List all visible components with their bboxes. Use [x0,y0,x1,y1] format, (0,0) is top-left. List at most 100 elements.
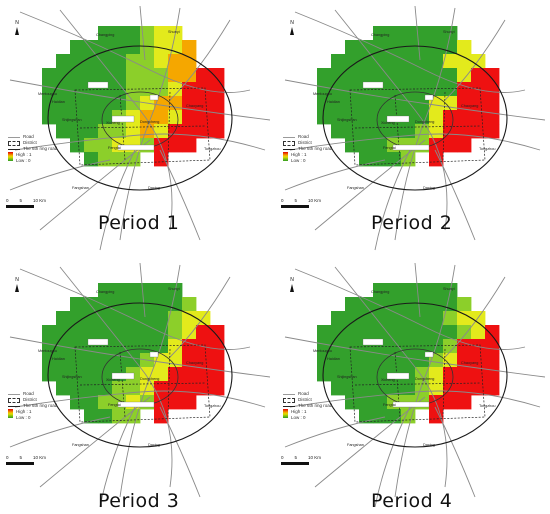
grid-cell [182,54,197,69]
grid-cell [387,26,402,41]
grid-cell [140,311,155,326]
road-line [139,5,146,61]
grid-cell [443,325,458,340]
grid-cell [126,152,141,167]
grid-cell [168,325,183,340]
grid-cell [415,26,430,41]
grid-cell [70,124,85,139]
grid-cell [140,68,155,83]
place-label: Fengtai [108,146,121,150]
grid-cell [56,110,71,125]
label-box [149,351,159,358]
grid-cell [345,68,360,83]
legend-high-label: High : 1 [16,409,32,414]
district-boundary [74,344,211,423]
place-label: Tongzhou [479,147,496,151]
grid-cell [112,68,127,83]
scale-bar-graphic [281,205,309,208]
grid-cell [84,381,99,396]
grid-cell [196,68,211,83]
grid-cell [457,54,472,69]
grid-cell [401,409,416,424]
scale-label: 0 [281,198,284,203]
grid-cell [443,367,458,382]
grid-cell [415,325,430,340]
scale-bar: 0 5 10 Km [6,198,46,208]
legend-row: Road [283,391,332,397]
place-label: Mentougou [313,92,332,96]
grid-cell [70,395,85,410]
grid-cell [168,110,183,125]
grid-cell [154,367,169,382]
scale-label: 10 Km [307,198,321,203]
grid-cell [70,367,85,382]
grid-cell [485,82,500,97]
road-line [9,336,271,378]
grid-cell [415,40,430,55]
place-label: Fangshan [347,186,364,190]
scale-label: 10 Km [32,198,46,203]
grid-cell [373,110,388,125]
grid-cell [373,54,388,69]
north-label: N [290,20,294,26]
grid-cell [98,40,113,55]
grid-cell [373,26,388,41]
place-label: Chaoyang [186,361,204,365]
legend-row: District [283,140,332,146]
north-arrow-icon [15,284,19,292]
place-label: Haidian [327,100,340,104]
district-boundary [74,87,211,166]
grid-cell [471,325,486,340]
place-label: Fangshan [347,443,364,447]
grid-cell [84,353,99,368]
place-label: Shijingshan [62,375,82,379]
grid-cell [415,54,430,69]
grid-cell [317,325,332,340]
grid-cell [42,110,57,125]
grid-cell [98,409,113,424]
grid-cell [485,124,500,139]
grid-cell [359,124,374,139]
place-label: Changping [96,290,115,294]
grid-cell [56,124,71,139]
heat-grid [42,283,225,424]
grid-cell [210,82,225,97]
legend-low-label: Low : 0 [291,158,306,163]
road-line [444,19,506,101]
north-label: N [15,277,19,283]
legend-label: Road [23,134,34,139]
grid-cell [331,381,346,396]
grid-cell [84,325,99,340]
legend-label: The 6th ring road [298,146,333,151]
place-label: Shijingshan [337,118,357,122]
grid-cell [429,54,444,69]
grid-cell [112,339,127,354]
grid-cell [317,339,332,354]
grid-cell [401,124,416,139]
legend-symbol [283,140,295,146]
grid-cell [345,381,360,396]
grid-cell [359,96,374,111]
road-line [139,262,146,318]
grid-cell [373,40,388,55]
legend-ramp-row: High : 1 Low : 0 [8,409,57,421]
grid-cell [70,339,85,354]
grid-cell [359,311,374,326]
legend-symbol [8,147,20,152]
grid-cell [56,367,71,382]
grid-cell [196,124,211,139]
grid-cell [359,381,374,396]
place-label: Fengtai [383,403,396,407]
label-box [87,81,109,89]
grid-cell [317,110,332,125]
place-label: Daxing [423,443,435,447]
grid-cell [485,325,500,340]
grid-cell [471,353,486,368]
grid-cell [98,311,113,326]
grid-cell [70,82,85,97]
road-line [434,406,476,498]
legend-symbol [8,397,20,403]
grid-cell [373,395,388,410]
road-line [169,19,231,101]
place-label: Daxing [148,186,160,190]
